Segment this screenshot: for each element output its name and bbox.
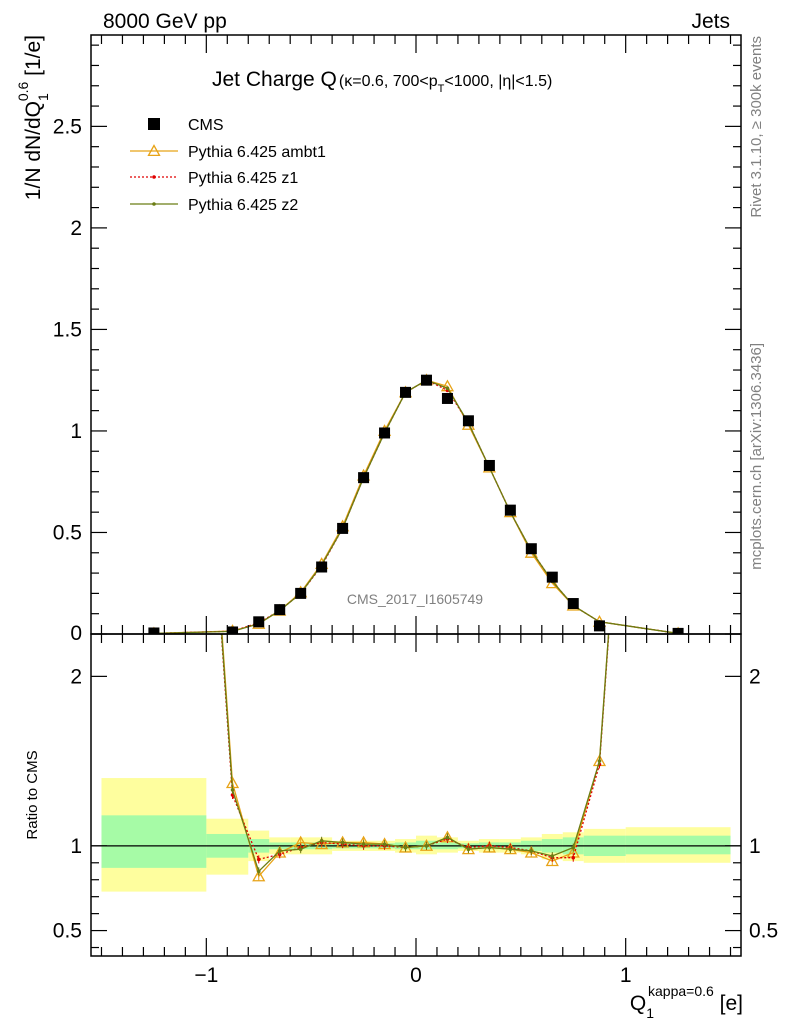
rivet-label: Rivet 3.1.10, ≥ 300k events — [748, 36, 765, 218]
legend-label: CMS — [188, 117, 224, 134]
ratio-point-z2 — [230, 788, 235, 792]
cms-point — [672, 627, 684, 634]
cms-point — [148, 627, 160, 634]
cms-point — [441, 392, 453, 404]
ratio-point-z2 — [277, 849, 282, 853]
watermark: CMS_2017_I1605749 — [347, 591, 483, 607]
legend-marker-ambt1 — [147, 144, 161, 157]
ratio-point-z2 — [466, 847, 471, 852]
ratio-point-z1 — [256, 857, 261, 862]
ratio-point-ambt1 — [482, 840, 496, 853]
ratio-point-z2 — [508, 847, 513, 852]
y-tick-label: 0.5 — [53, 521, 82, 544]
legend-label: Pythia 6.425 ambt1 — [188, 144, 326, 161]
ratio-point-z2 — [597, 759, 602, 763]
x-tick-label: −1 — [194, 964, 218, 987]
cms-point — [462, 415, 474, 427]
band-inner — [101, 815, 207, 868]
ratio-line-z2 — [221, 634, 610, 873]
main-plot-data — [148, 373, 684, 634]
cms-point — [400, 386, 412, 398]
ratio-point-z2 — [319, 838, 324, 843]
cms-point — [525, 543, 537, 555]
main-point-ambt1 — [545, 576, 559, 589]
ratio-point-z2 — [256, 869, 261, 874]
cms-point — [358, 472, 370, 484]
legend-label: Pythia 6.425 z2 — [188, 197, 298, 214]
ratio-point-z2 — [529, 849, 534, 853]
cms-point — [337, 522, 349, 534]
ratio-point-z2 — [340, 840, 345, 845]
ratio-point-z2 — [298, 847, 303, 852]
ratio-point-z2 — [361, 842, 366, 846]
cms-point — [567, 598, 579, 610]
ratio-point-z2 — [424, 844, 429, 848]
ratio-point-z2 — [382, 842, 387, 846]
ratio-point-z2 — [550, 854, 555, 858]
ratio-point-z2 — [487, 845, 492, 850]
legend-marker-z1 — [152, 175, 156, 179]
legend: CMS Pythia 6.425 ambt1 Pythia 6.425 z1 Pyth… — [130, 117, 326, 214]
ratio-y-tick-label-right: 2 — [749, 665, 761, 688]
cms-point — [295, 587, 307, 599]
y-tick-label: 1.5 — [53, 318, 82, 341]
band-inner — [625, 835, 731, 855]
ratio-point-ambt1 — [545, 854, 559, 867]
ratio-bands — [101, 778, 731, 892]
ratio-y-tick-label: 0.5 — [53, 920, 82, 943]
plot-title: Jet Charge Q (κ=0.6, 700<pT<1000, |η|<1.5… — [212, 68, 552, 95]
cms-point — [546, 571, 558, 583]
ratio-y-axis-label: Ratio to CMS — [24, 750, 41, 839]
mcplots-label: mcplots.cern.ch [arXiv:1306.3436] — [748, 343, 765, 570]
cms-point — [504, 504, 516, 516]
main-point-z2 — [445, 386, 450, 391]
ratio-y-tick-label: 1 — [70, 835, 82, 858]
ratio-y-tick-label-right: 1 — [749, 835, 761, 858]
legend-label: Pythia 6.425 z1 — [188, 170, 298, 187]
x-tick-label: 0 — [410, 964, 422, 987]
ratio-point-z2 — [445, 835, 450, 840]
ratio-y-tick-label-right: 0.5 — [749, 920, 778, 943]
y-tick-label: 0 — [70, 622, 82, 645]
legend-marker-z2 — [152, 202, 156, 206]
ratio-point-z1 — [571, 855, 576, 860]
ratio-y-tick-label: 2 — [70, 665, 82, 688]
legend-marker-cms — [148, 118, 160, 130]
ratio-point-z2 — [571, 845, 576, 850]
cms-point — [483, 459, 495, 471]
ratio-plot-data — [91, 634, 741, 882]
cms-point — [227, 626, 239, 634]
header-right: Jets — [691, 10, 730, 33]
cms-point — [253, 616, 265, 628]
cms-point — [379, 427, 391, 439]
x-axis-label: Q1kappa=0.6 [e] — [630, 983, 743, 1021]
y-tick-label: 2 — [70, 217, 82, 240]
ratio-point-ambt1 — [252, 869, 266, 882]
ratio-line-ambt1 — [221, 634, 610, 878]
cms-point — [593, 620, 605, 632]
cms-point — [274, 604, 286, 616]
y-tick-label: 2.5 — [53, 115, 82, 138]
ratio-point-ambt1 — [315, 837, 329, 850]
y-tick-label: 1 — [70, 420, 82, 443]
cms-point — [420, 374, 432, 386]
ratio-point-z2 — [403, 845, 408, 850]
cms-point — [316, 561, 328, 573]
header-left: 8000 GeV pp — [103, 10, 227, 33]
y-axis-label: 1/N dN/dQ10.6 [1/e] — [15, 35, 51, 200]
x-tick-label: 1 — [620, 964, 632, 987]
ratio-line-z1 — [220, 634, 610, 861]
axis-ticks: 0.5 1 1.5 2 2.5 0 −1 0 1 0.5 0.5 1 1 2 2 — [53, 35, 778, 987]
